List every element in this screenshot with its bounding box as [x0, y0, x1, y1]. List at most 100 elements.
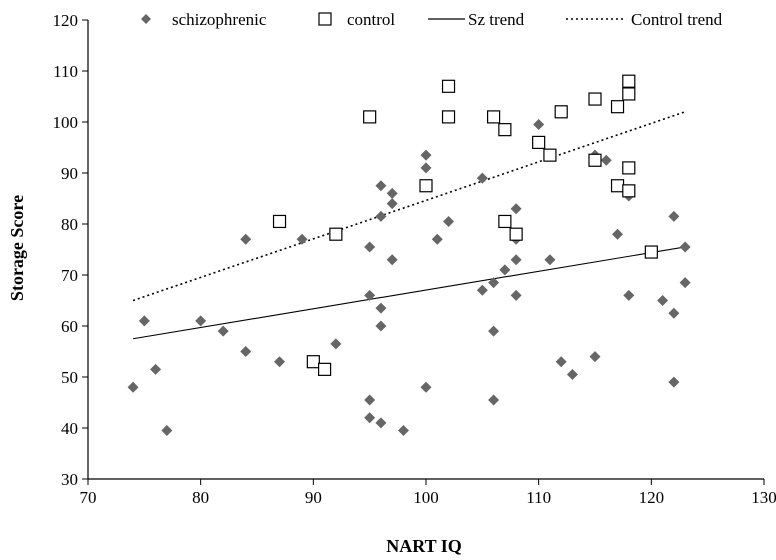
trend-line	[132, 246, 686, 340]
y-tick-label: 100	[53, 113, 79, 132]
y-tick-label: 30	[61, 470, 78, 489]
schizophrenic-point	[375, 210, 387, 222]
schizophrenic-point	[668, 307, 680, 319]
schizophrenic-point	[217, 325, 229, 337]
schizophrenic-point	[296, 233, 308, 245]
schizophrenic-point	[420, 149, 432, 161]
schizophrenic-point	[679, 277, 691, 289]
schizophrenic-point	[386, 187, 398, 199]
schizophrenic-point	[364, 289, 376, 301]
schizophrenic-point	[476, 284, 488, 296]
legend-label-control: control	[347, 10, 395, 29]
schizophrenic-point	[488, 325, 500, 337]
schizophrenic-point	[138, 315, 150, 327]
legend-label-sz-trend: Sz trend	[468, 10, 525, 29]
y-axis-title: Storage Score	[7, 195, 27, 301]
schizophrenic-point	[364, 394, 376, 406]
legend-marker-control	[318, 12, 332, 26]
control-point	[363, 110, 377, 124]
x-tick-label: 70	[80, 488, 97, 507]
x-axis-title: NART IQ	[386, 536, 462, 556]
control-point	[610, 179, 625, 193]
schizophrenic-point	[397, 425, 409, 437]
y-tick-label: 40	[61, 419, 78, 438]
schizophrenic-point	[589, 351, 601, 363]
schizophrenic-point	[161, 425, 173, 437]
schizophrenic-point	[510, 289, 522, 301]
schizophrenic-point	[499, 264, 511, 276]
control-point	[419, 179, 433, 193]
schizophrenic-point	[364, 241, 376, 253]
schizophrenic-point	[431, 233, 443, 245]
schizophrenic-point	[555, 356, 567, 368]
control-point	[498, 214, 512, 229]
schizophrenic-point	[364, 412, 376, 424]
schizophrenic-point	[375, 320, 387, 332]
schizophrenic-point	[657, 295, 669, 306]
x-tick-label: 90	[305, 488, 322, 507]
control-point	[272, 214, 287, 229]
control-point	[441, 110, 456, 124]
schizophrenic-point	[150, 363, 162, 375]
legend: schizophrenic control Sz trend Control t…	[141, 10, 723, 29]
control-point	[622, 184, 636, 198]
schizophrenic-point	[476, 172, 488, 184]
schizophrenic-point	[600, 154, 612, 166]
schizophrenic-point	[420, 381, 432, 393]
x-tick-label: 80	[192, 488, 209, 507]
control-point	[622, 74, 636, 88]
schizophrenic-point	[623, 289, 635, 301]
control-point	[622, 161, 636, 175]
control-point	[306, 355, 320, 369]
schizophrenic-point	[668, 376, 680, 388]
y-tick-label: 110	[53, 62, 78, 81]
control-point	[441, 79, 456, 93]
x-tick-label: 100	[413, 488, 439, 507]
schizophrenic-point	[443, 215, 455, 227]
x-tick-label: 130	[751, 488, 776, 507]
control-point	[543, 148, 557, 162]
schizophrenic-point	[612, 228, 624, 240]
schizophrenic-point	[488, 394, 500, 406]
control-point	[329, 227, 343, 241]
schizophrenic-point	[330, 338, 342, 350]
control-point	[622, 87, 636, 101]
control-point	[509, 227, 523, 241]
schizophrenic-point	[274, 356, 286, 368]
schizophrenic-point	[544, 254, 556, 266]
schizophrenic-point	[533, 119, 545, 131]
y-tick-label: 60	[61, 317, 78, 336]
control-point	[588, 153, 602, 167]
schizophrenic-point	[510, 254, 522, 266]
control-point	[318, 362, 332, 376]
trend-lines	[132, 111, 686, 340]
schizophrenic-point	[195, 315, 207, 327]
axes: 30 40 50 60 70 80 90 100 110 120 70 80 90 100 110 120 13…	[53, 11, 776, 507]
schizophrenic-point	[240, 346, 252, 357]
schizophrenic-point	[488, 277, 500, 289]
y-tick-label: 120	[53, 11, 79, 30]
schizophrenic-point	[375, 180, 387, 192]
schizophrenic-point	[566, 368, 578, 380]
control-point	[588, 92, 602, 106]
trend-line	[132, 111, 686, 302]
schizophrenic-point	[386, 254, 398, 266]
legend-label-control-trend: Control trend	[631, 10, 723, 29]
schizophrenic-point	[240, 233, 252, 245]
schizophrenic-point	[127, 381, 139, 393]
y-tick-label: 70	[61, 266, 78, 285]
control-point	[532, 135, 546, 149]
control-point	[554, 105, 568, 119]
legend-marker-schizophrenic	[141, 14, 151, 24]
schizophrenic-point	[679, 241, 691, 253]
schizophrenic-point	[375, 417, 387, 429]
control-point	[487, 110, 501, 124]
schizophrenic-point	[375, 302, 387, 314]
schizophrenic-point	[386, 198, 398, 210]
control-point	[644, 245, 658, 259]
y-tick-label: 80	[61, 215, 78, 234]
control-point	[498, 123, 512, 137]
schizophrenic-point	[420, 162, 432, 174]
schizophrenic-point	[510, 203, 522, 215]
